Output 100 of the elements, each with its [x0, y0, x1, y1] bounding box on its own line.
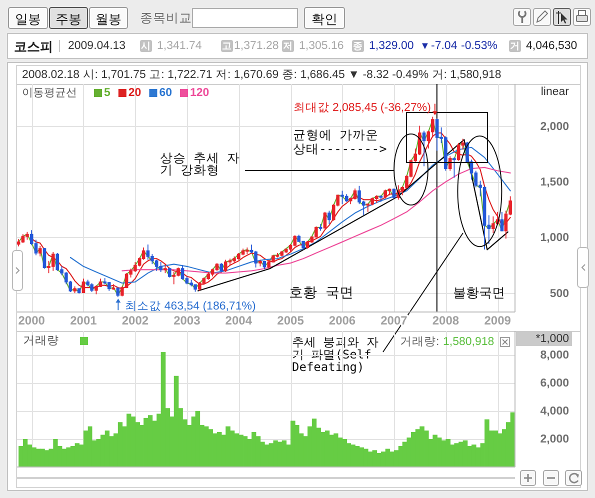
square-badge: 고 — [221, 40, 233, 52]
x-tick-label: 2001 — [70, 314, 98, 328]
y-tick-label: 1,500 — [540, 176, 569, 189]
square-badge: 종 — [352, 40, 364, 52]
candlestick — [159, 262, 162, 272]
candlestick — [379, 194, 383, 202]
x-tick-label: 2003 — [174, 314, 201, 328]
candlestick — [246, 247, 249, 255]
annotation: 최대값 2,085,45 (-36,27%) — [293, 102, 432, 114]
candlestick — [422, 130, 426, 167]
candlestick — [56, 252, 60, 272]
annotation: 호황 국면 — [289, 285, 354, 301]
annotation: 불황국면 — [453, 286, 505, 300]
candlestick — [262, 260, 266, 270]
y-tick-label: 2,000 — [540, 120, 569, 133]
legend-label: 120 — [190, 87, 210, 99]
candlestick — [241, 248, 245, 256]
x-tick-label: 2005 — [277, 314, 304, 328]
x-tick-label: 2004 — [225, 314, 252, 328]
text: 4,046,530 — [526, 40, 578, 52]
annotation: 1,580,918 — [443, 336, 494, 348]
button: 확인 — [304, 7, 345, 29]
y-axis-title: linear — [540, 86, 570, 98]
annotation: 거래량: — [400, 336, 440, 348]
candlestick — [146, 244, 150, 260]
candlestick — [220, 262, 224, 272]
candlestick — [26, 231, 29, 240]
text: 2009.04.13 — [68, 40, 126, 52]
candlestick — [194, 284, 197, 292]
text: 1,371.28 — [234, 40, 279, 52]
candlestick — [435, 118, 439, 152]
legend-title: 이동평균선 — [22, 87, 77, 99]
bar — [484, 419, 490, 467]
button: 월봉 — [89, 7, 128, 29]
candlestick — [353, 188, 357, 200]
candlestick — [38, 245, 42, 257]
chart-subtitle: 2008.02.18 시: 1,701.75 고: 1,722.71 저: 1,670.69 종: 1,686.45 ▼ -8.32 -0.49% 거: 1,580,918 — [22, 69, 502, 81]
candlestick — [51, 251, 55, 272]
legend-label: 60 — [159, 87, 172, 99]
candlestick — [306, 240, 310, 250]
candlestick — [384, 189, 387, 200]
text: 코스피 — [14, 38, 53, 54]
square-badge: 저 — [282, 40, 294, 52]
candlestick — [452, 156, 456, 178]
x-tick-label: 2006 — [328, 314, 356, 328]
legend-label: 20 — [128, 87, 142, 99]
candlestick — [21, 234, 25, 244]
candlestick — [284, 248, 288, 254]
candlestick — [224, 259, 228, 272]
x-tick-label: 2008 — [432, 314, 460, 328]
candlestick — [344, 194, 348, 202]
candlestick — [172, 272, 176, 285]
candlestick — [168, 267, 172, 278]
candlestick — [258, 259, 262, 267]
candlestick — [90, 282, 94, 292]
candlestick — [180, 264, 184, 280]
y-tick-label: 8,000 — [540, 350, 569, 362]
candlestick — [164, 264, 167, 274]
candlestick — [318, 224, 322, 232]
y-tick-label: 2,000 — [540, 434, 569, 446]
candlestick — [116, 287, 120, 298]
candlestick — [392, 188, 396, 200]
annotation: 상승 추세 자 기 강화형 — [160, 150, 240, 176]
candlestick — [77, 288, 81, 294]
text: 종목비교 — [140, 11, 192, 25]
candlestick — [328, 210, 331, 225]
x-tick-label: 2000 — [18, 314, 46, 328]
candlestick — [492, 216, 495, 234]
x-tick-label: 2009 — [484, 314, 512, 328]
candlestick — [107, 282, 111, 292]
candlestick — [500, 211, 504, 232]
y-tick-label: 500 — [550, 288, 569, 300]
text: 1,329.00 — [369, 40, 414, 52]
text: 1,341.74 — [157, 40, 202, 52]
square-badge: 시 — [140, 40, 152, 52]
legend-label: 5 — [104, 87, 111, 99]
candlestick — [280, 250, 284, 257]
line-series — [122, 166, 511, 274]
text: -0.53% — [461, 40, 498, 52]
text: ▼ — [420, 40, 430, 52]
y-tick-label: 4,000 — [540, 406, 569, 418]
candlestick — [456, 142, 460, 162]
y-axis-title: *1,000 — [536, 333, 569, 345]
legend-label: 거래량 — [23, 335, 59, 347]
candlestick — [448, 156, 452, 172]
annotation: 최소값 463,54 (186,71%) — [125, 300, 256, 313]
candlestick — [42, 248, 46, 270]
y-tick-label: 1,000 — [540, 232, 569, 244]
x-tick-label: 2002 — [122, 314, 149, 328]
button: 일봉 — [8, 7, 48, 29]
text: 1,305.16 — [299, 40, 344, 52]
candlestick — [73, 286, 76, 294]
annotation: 균형에 가까운 상태--------> — [293, 126, 387, 156]
button: 주봉 — [49, 7, 88, 29]
candlestick — [206, 272, 210, 280]
y-tick-label: 6,000 — [540, 378, 569, 390]
candlestick — [388, 188, 392, 196]
square-badge: 거 — [509, 40, 521, 52]
candlestick — [323, 211, 327, 230]
text: -7.04 — [431, 40, 458, 52]
